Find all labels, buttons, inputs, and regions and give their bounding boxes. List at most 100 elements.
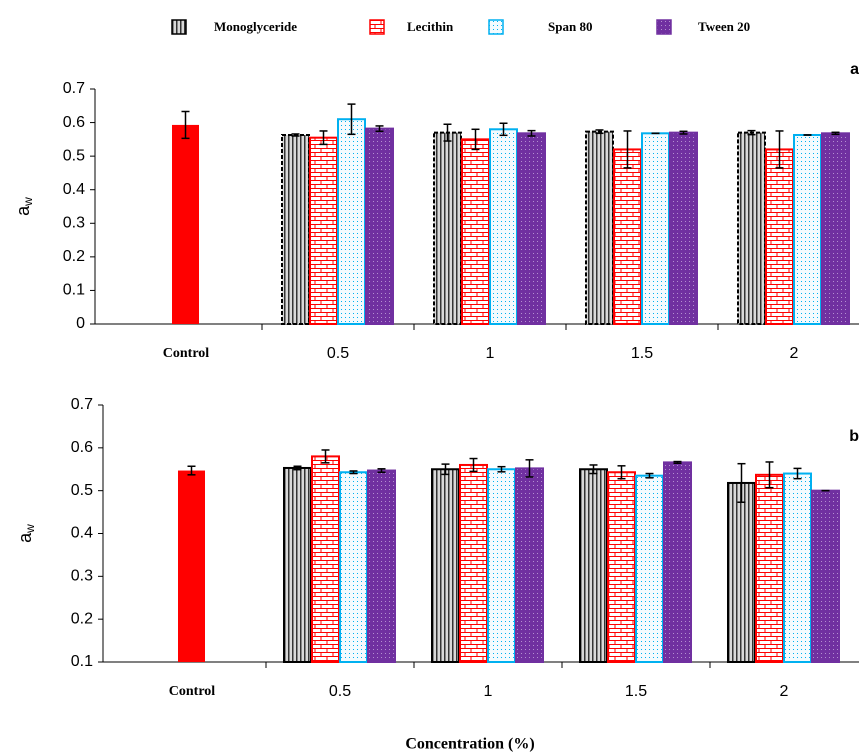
bar xyxy=(755,473,784,663)
error-bar xyxy=(525,459,534,478)
y-axis-label-sub: w xyxy=(21,197,35,207)
bar xyxy=(283,466,312,663)
error-bar xyxy=(293,465,302,471)
bar xyxy=(765,148,794,325)
bar xyxy=(517,132,546,325)
y-axis-label: aw xyxy=(15,524,37,543)
bar xyxy=(339,471,368,663)
panel-label: b xyxy=(849,428,859,445)
bar xyxy=(737,131,766,325)
error-bar xyxy=(617,465,626,480)
x-tick-label: Control xyxy=(169,684,216,699)
bar xyxy=(515,467,544,664)
legend-swatch xyxy=(171,19,187,35)
legend-label: Tween 20 xyxy=(698,19,750,34)
y-tick-label: 0.6 xyxy=(63,114,85,131)
bar xyxy=(461,138,490,325)
error-bar xyxy=(527,129,536,137)
error-bar xyxy=(831,131,840,136)
bar xyxy=(579,468,608,663)
bar xyxy=(281,133,310,325)
error-bar xyxy=(441,463,450,476)
error-bar xyxy=(319,130,328,146)
error-bar xyxy=(747,129,756,136)
error-bar xyxy=(321,449,330,464)
legend-swatch xyxy=(656,19,672,35)
x-tick-label: 2 xyxy=(790,345,799,362)
bar xyxy=(641,132,670,325)
bar xyxy=(727,481,756,663)
y-tick-label: 0.2 xyxy=(71,610,93,627)
legend-label: Span 80 xyxy=(548,19,592,34)
bar xyxy=(669,131,698,325)
bar xyxy=(367,469,396,663)
y-tick-label: 0.7 xyxy=(71,396,93,413)
bar xyxy=(613,148,642,325)
y-axis-label-main: a xyxy=(13,205,33,216)
x-tick-label: 0.5 xyxy=(327,345,349,362)
y-tick-label: 0.2 xyxy=(63,248,85,265)
bar xyxy=(178,470,205,662)
bar xyxy=(311,455,340,663)
error-bar xyxy=(645,472,654,479)
y-tick-label: 0.5 xyxy=(71,482,93,499)
error-bar xyxy=(679,130,688,135)
error-bar xyxy=(443,123,452,142)
error-bar xyxy=(765,461,774,489)
bar xyxy=(489,128,518,325)
error-bar xyxy=(737,462,746,503)
legend-swatch xyxy=(488,19,504,35)
bar xyxy=(172,124,199,325)
legend-label: Lecithin xyxy=(407,19,454,34)
bar xyxy=(811,489,840,663)
y-tick-label: 0 xyxy=(76,315,85,332)
y-tick-label: 0.5 xyxy=(63,147,85,164)
bar xyxy=(783,472,812,663)
bar xyxy=(433,131,462,325)
y-axis-label-sub: w xyxy=(23,524,37,534)
error-bar xyxy=(471,128,480,151)
error-bar xyxy=(793,467,802,480)
bar xyxy=(337,118,366,326)
x-axis-label: Concentration (%) xyxy=(405,736,534,753)
panel-label: a xyxy=(850,61,859,78)
y-tick-label: 0.1 xyxy=(63,282,85,299)
bar xyxy=(793,133,822,325)
bar xyxy=(585,130,614,325)
legend-label: Monoglyceride xyxy=(214,19,297,34)
y-axis-label: aw xyxy=(13,197,35,216)
x-tick-label: 1 xyxy=(486,345,495,362)
error-bar xyxy=(775,130,784,169)
bar xyxy=(365,127,394,325)
y-axis-label-main: a xyxy=(15,532,35,543)
x-tick-label: 2 xyxy=(780,683,789,700)
error-bar xyxy=(375,125,384,133)
error-bar xyxy=(349,470,358,475)
y-tick-label: 0.3 xyxy=(71,568,93,585)
bar xyxy=(459,463,488,664)
y-tick-label: 0.3 xyxy=(63,215,85,232)
error-bar xyxy=(589,464,598,475)
bar xyxy=(663,461,692,663)
x-tick-label: 0.5 xyxy=(329,683,351,700)
error-bar xyxy=(469,457,478,473)
bar xyxy=(635,474,664,663)
bar xyxy=(487,468,516,663)
y-tick-label: 0.4 xyxy=(63,181,85,198)
bar xyxy=(821,132,850,325)
error-bar xyxy=(181,110,190,140)
error-bar xyxy=(673,460,682,465)
x-tick-label: 1 xyxy=(484,683,493,700)
error-bar xyxy=(497,465,506,473)
y-tick-label: 0.6 xyxy=(71,439,93,456)
x-tick-label: 1.5 xyxy=(625,683,647,700)
bar xyxy=(431,468,460,663)
error-bar xyxy=(499,122,508,137)
bar xyxy=(309,136,338,325)
x-tick-label: Control xyxy=(163,346,210,361)
error-bar xyxy=(623,130,632,169)
legend-swatch xyxy=(369,19,385,35)
error-bar xyxy=(291,133,300,137)
bar xyxy=(607,471,636,663)
error-bar xyxy=(187,465,196,476)
